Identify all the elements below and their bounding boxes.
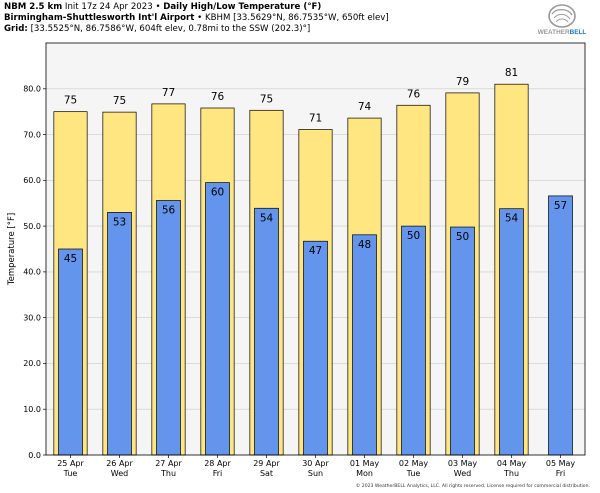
x-tick-day: Thu [160, 469, 176, 478]
high-value-label: 79 [456, 76, 469, 88]
x-tick-date: 04 May [497, 459, 527, 468]
header-line-1: NBM 2.5 km Init 17z 24 Apr 2023 • Daily … [4, 2, 524, 13]
low-bar [205, 182, 230, 456]
low-value-label: 57 [554, 200, 567, 212]
x-tick-date: 03 May [448, 459, 478, 468]
x-tick-date: 27 Apr [155, 459, 182, 468]
y-tick-label: 0.0 [28, 451, 41, 460]
grid-info: [33.5525°N, 86.7586°W, 604ft elev, 0.78m… [30, 24, 311, 34]
x-tick-date: 01 May [350, 459, 380, 468]
station-name: Birmingham-Shuttlesworth Int'l Airport [4, 13, 195, 23]
x-tick-date: 29 Apr [253, 459, 280, 468]
x-tick-date: 30 Apr [302, 459, 329, 468]
low-value-label: 47 [309, 245, 322, 257]
high-value-label: 75 [113, 95, 126, 107]
x-tick-date: 26 Apr [106, 459, 133, 468]
header-line-2: Birmingham-Shuttlesworth Int'l Airport •… [4, 13, 524, 24]
x-tick-day: Mon [356, 469, 373, 478]
plot-frame [45, 42, 586, 456]
low-value-label: 50 [407, 230, 420, 242]
y-tick-label: 10.0 [23, 405, 41, 414]
low-bar [156, 200, 181, 456]
logo-text-main: WEATHER [538, 29, 570, 36]
low-bar [499, 208, 524, 456]
low-value-label: 53 [113, 216, 126, 228]
low-value-label: 54 [505, 213, 519, 225]
y-tick-label: 40.0 [23, 268, 41, 277]
separator: • [197, 13, 203, 23]
low-value-label: 45 [64, 253, 77, 265]
weatherbell-logo: WEATHERBELL [538, 4, 587, 36]
high-value-label: 77 [162, 87, 175, 99]
x-tick-day: Thu [503, 469, 519, 478]
init-time: Init 17z 24 Apr 2023 [64, 2, 153, 12]
swirl-icon [548, 4, 576, 28]
x-tick-day: Sat [260, 469, 273, 478]
low-bar [548, 195, 573, 456]
low-bar [303, 240, 328, 456]
high-value-label: 74 [358, 101, 372, 113]
x-tick-day: Tue [63, 469, 78, 478]
high-value-label: 81 [505, 67, 518, 79]
y-tick-label: 70.0 [23, 130, 41, 139]
y-axis: 0.0 10.0 20.0 30.0 40.0 50.0 60.0 70.0 80.0 [23, 85, 46, 460]
y-tick-label: 30.0 [23, 313, 41, 322]
copyright-footer: © 2023 WeatherBELL Analytics, LLC. All r… [355, 484, 590, 489]
x-tick-day: Wed [111, 469, 128, 478]
low-value-label: 54 [260, 212, 274, 224]
y-tick-label: 20.0 [23, 359, 41, 368]
x-tick-day: Fri [556, 469, 566, 478]
product-title: Daily High/Low Temperature (°F) [163, 2, 322, 12]
separator: • [155, 2, 161, 12]
x-tick-day: Wed [454, 469, 471, 478]
high-value-label: 71 [309, 113, 322, 125]
x-tick-date: 02 May [399, 459, 429, 468]
low-bar [58, 248, 83, 456]
high-value-label: 75 [64, 95, 77, 107]
x-tick-day: Fri [213, 469, 223, 478]
low-value-label: 60 [211, 187, 224, 199]
high-value-label: 76 [407, 88, 421, 100]
x-tick-date: 25 Apr [57, 459, 84, 468]
low-value-label: 56 [162, 204, 176, 216]
model-name: NBM 2.5 km [4, 2, 63, 12]
low-bar [352, 234, 377, 456]
y-tick-label: 50.0 [23, 222, 41, 231]
low-bar [107, 212, 132, 456]
chart-header: NBM 2.5 km Init 17z 24 Apr 2023 • Daily … [4, 2, 524, 35]
high-value-label: 75 [260, 93, 273, 105]
grid-label: Grid: [4, 24, 28, 34]
low-bar [450, 226, 475, 456]
low-value-label: 48 [358, 239, 371, 251]
high-value-label: 76 [211, 91, 225, 103]
y-tick-label: 80.0 [23, 85, 41, 94]
header-line-3: Grid: [33.5525°N, 86.7586°W, 604ft elev,… [4, 24, 524, 35]
low-value-label: 50 [456, 231, 469, 243]
low-bar [401, 225, 426, 456]
station-info: KBHM [33.5629°N, 86.7535°W, 650ft elev] [204, 13, 389, 23]
x-tick-date: 05 May [546, 459, 576, 468]
y-tick-label: 60.0 [23, 176, 41, 185]
x-tick-day: Tue [406, 469, 421, 478]
svg-text:WEATHERBELL: WEATHERBELL [538, 29, 587, 36]
x-tick-day: Sun [308, 469, 323, 478]
x-tick-date: 28 Apr [204, 459, 231, 468]
low-bar [254, 207, 279, 456]
y-axis-label: Temperature [°F] [7, 213, 17, 286]
logo-text-accent: BELL [570, 29, 587, 36]
